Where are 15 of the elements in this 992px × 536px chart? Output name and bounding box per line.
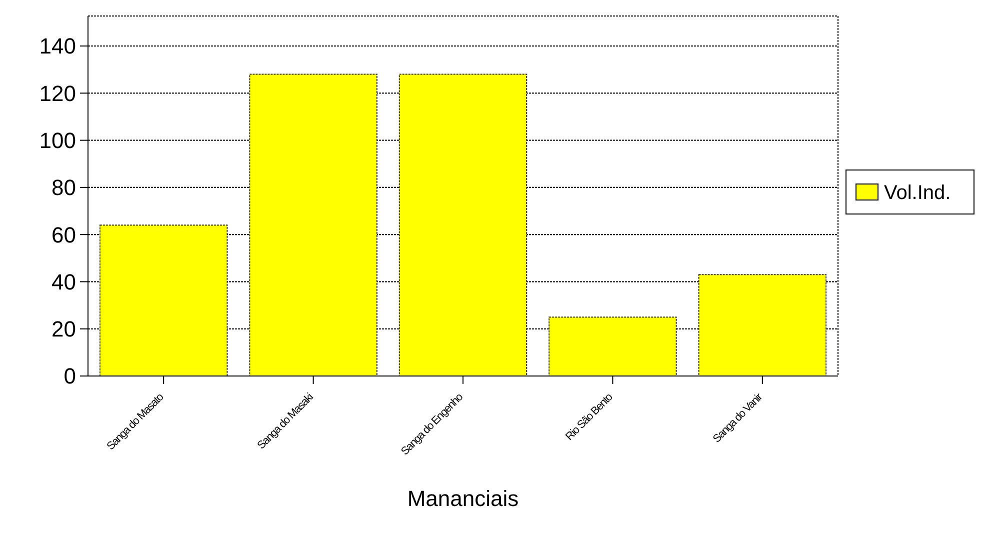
x-axis-title: Mananciais: [407, 486, 519, 511]
bar: [99, 224, 228, 376]
y-tick-label: 40: [52, 269, 76, 294]
y-tick-label: 60: [52, 222, 76, 248]
y-tick-label: 140: [39, 34, 76, 59]
bar: [698, 274, 827, 376]
y-tick-label: 0: [64, 364, 76, 389]
y-tick-label: 120: [39, 80, 76, 106]
y-tick-label: 100: [39, 128, 76, 153]
y-tick-label: 80: [52, 175, 76, 200]
bar: [548, 316, 677, 376]
legend-label: Vol.Ind.: [884, 182, 951, 204]
bar: [249, 74, 378, 376]
y-tick-label: 20: [52, 316, 76, 342]
bar: [398, 74, 528, 376]
